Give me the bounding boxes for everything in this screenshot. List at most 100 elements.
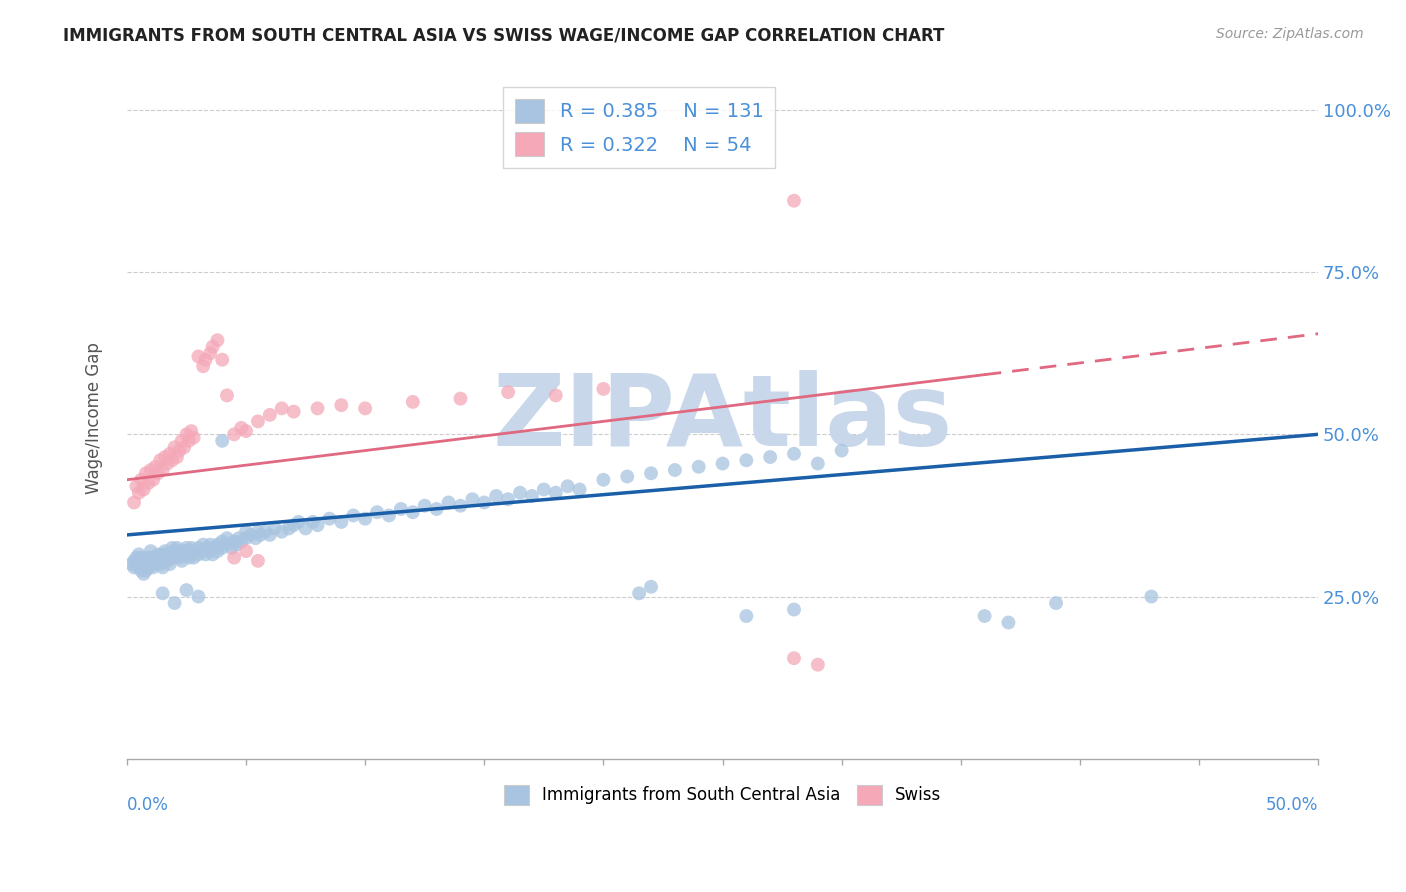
Point (449, 392, 471, 406)
Point (402, 505, 425, 519)
Point (224, 427, 246, 442)
Text: IMMIGRANTS FROM SOUTH CENTRAL ASIA VS SWISS WAGE/INCOME GAP CORRELATION CHART: IMMIGRANTS FROM SOUTH CENTRAL ASIA VS SW… (63, 27, 945, 45)
Point (142, 473, 165, 487)
Point (191, 538, 214, 552)
Point (122, 495, 145, 509)
Point (125, 479, 148, 493)
Point (283, 518, 305, 533)
Point (153, 450, 176, 464)
Point (177, 544, 200, 558)
Point (194, 548, 217, 562)
Point (215, 538, 238, 552)
Point (973, 609, 995, 624)
Point (132, 566, 155, 581)
Point (592, 473, 614, 487)
Point (235, 424, 257, 438)
Point (263, 521, 285, 535)
Point (544, 388, 567, 402)
Point (277, 521, 299, 535)
Point (180, 548, 202, 562)
Point (187, 541, 209, 555)
Point (170, 434, 193, 448)
Point (180, 541, 202, 555)
Point (231, 421, 253, 435)
Point (426, 502, 449, 516)
Point (211, 434, 233, 448)
Point (783, 651, 806, 665)
Point (215, 388, 238, 402)
Point (239, 528, 262, 542)
Point (145, 459, 167, 474)
Point (156, 554, 179, 568)
Point (139, 557, 162, 571)
Point (152, 586, 174, 600)
Point (138, 560, 160, 574)
Point (485, 489, 508, 503)
Point (211, 541, 233, 555)
Point (235, 531, 257, 545)
Point (163, 440, 186, 454)
Point (246, 524, 269, 539)
Point (173, 544, 195, 558)
Point (146, 467, 169, 481)
Point (1140, 590, 1163, 604)
Point (307, 401, 329, 416)
Point (176, 427, 198, 442)
Text: Source: ZipAtlas.com: Source: ZipAtlas.com (1216, 27, 1364, 41)
Point (197, 541, 219, 555)
Point (146, 548, 169, 562)
Point (807, 657, 830, 672)
Point (159, 550, 181, 565)
Point (461, 492, 484, 507)
Point (183, 550, 205, 565)
Point (354, 511, 377, 525)
Point (307, 518, 329, 533)
Point (330, 515, 353, 529)
Point (246, 554, 269, 568)
Point (640, 580, 662, 594)
Point (496, 385, 519, 400)
Point (201, 548, 224, 562)
Point (169, 550, 191, 565)
Point (533, 483, 555, 497)
Point (211, 534, 233, 549)
Point (402, 395, 425, 409)
Point (783, 602, 806, 616)
Point (224, 534, 246, 549)
Point (640, 467, 662, 481)
Point (145, 557, 167, 571)
Point (246, 414, 269, 428)
Point (245, 531, 267, 545)
Point (342, 508, 364, 523)
Point (160, 541, 183, 555)
Point (259, 528, 281, 542)
Point (138, 554, 160, 568)
Point (235, 544, 257, 558)
Point (163, 550, 186, 565)
Point (183, 431, 205, 445)
Point (169, 544, 191, 558)
Point (145, 550, 167, 565)
Point (628, 586, 651, 600)
Point (139, 463, 162, 477)
Point (166, 541, 188, 555)
Point (207, 544, 229, 558)
Point (122, 554, 145, 568)
Point (520, 489, 543, 503)
Point (783, 447, 806, 461)
Point (831, 443, 853, 458)
Point (125, 550, 148, 565)
Point (132, 483, 155, 497)
Point (366, 505, 388, 519)
Point (204, 541, 226, 555)
Point (270, 524, 292, 539)
Point (183, 544, 205, 558)
Point (378, 508, 401, 523)
Point (231, 534, 253, 549)
Point (254, 524, 277, 539)
Point (259, 408, 281, 422)
Point (557, 479, 579, 493)
Point (139, 544, 162, 558)
Point (225, 538, 247, 552)
Text: 50.0%: 50.0% (1265, 797, 1319, 814)
